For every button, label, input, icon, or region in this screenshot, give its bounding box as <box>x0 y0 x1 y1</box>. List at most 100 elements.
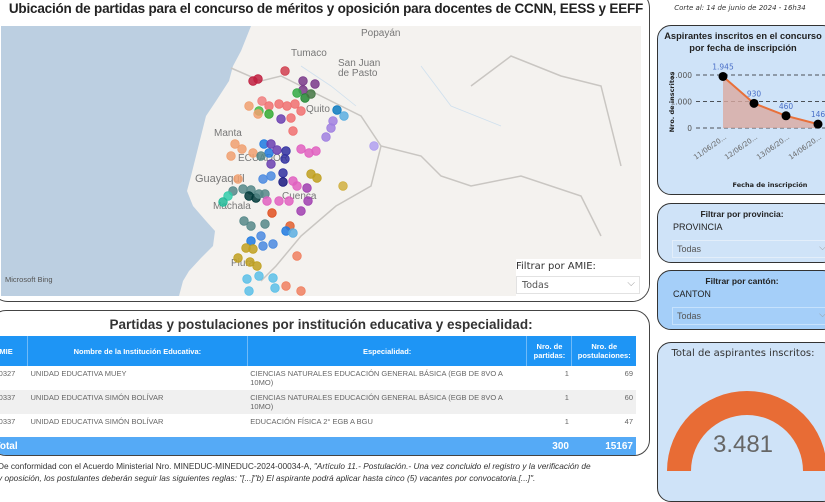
map-marker[interactable] <box>244 101 254 111</box>
canton-dropdown[interactable]: Todas ⌵ <box>672 307 825 325</box>
map-marker[interactable] <box>248 148 258 158</box>
col-amie[interactable]: AMIE <box>0 336 28 366</box>
amie-dropdown[interactable]: Todas ⌵ <box>516 276 640 294</box>
map-marker[interactable] <box>274 196 284 206</box>
map-marker[interactable] <box>260 219 270 229</box>
map-marker[interactable] <box>239 216 249 226</box>
map-marker[interactable] <box>223 191 233 201</box>
map-marker[interactable] <box>288 228 298 238</box>
map-marker[interactable] <box>276 114 286 124</box>
col-institucion[interactable]: Nombre de la Institución Educativa: <box>26 336 248 366</box>
col-especialidad[interactable]: Especialidad: <box>246 336 527 366</box>
map-marker[interactable] <box>282 101 292 111</box>
map-marker[interactable] <box>264 148 274 158</box>
map-marker[interactable] <box>280 154 290 164</box>
map-marker[interactable] <box>280 66 290 76</box>
map-marker[interactable] <box>258 174 268 184</box>
map-marker[interactable] <box>278 168 288 178</box>
map-marker[interactable] <box>253 74 263 84</box>
map-marker[interactable] <box>238 184 248 194</box>
map-marker[interactable] <box>230 139 240 149</box>
map-marker[interactable] <box>233 253 243 263</box>
amie-dropdown-value: Todas <box>522 280 549 291</box>
map-marker[interactable] <box>321 132 331 142</box>
map-marker[interactable] <box>233 174 243 184</box>
map-marker[interactable] <box>369 141 379 151</box>
map-marker[interactable] <box>268 273 278 283</box>
map-marker[interactable] <box>253 109 263 119</box>
map-marker[interactable] <box>264 109 274 119</box>
map-label: Machala <box>213 201 251 212</box>
map-marker[interactable] <box>278 177 288 187</box>
gauge-value: 3.481 <box>712 431 774 458</box>
map-marker[interactable] <box>252 261 262 271</box>
map-marker[interactable] <box>226 151 236 161</box>
map-marker[interactable] <box>258 241 268 251</box>
map-marker[interactable] <box>311 146 321 156</box>
map-marker[interactable] <box>296 106 306 116</box>
cell-amie: 00327 <box>0 369 16 378</box>
map-marker[interactable] <box>338 181 348 191</box>
map-marker[interactable] <box>296 206 306 216</box>
registrations-chart[interactable]: 0 1.000 2.000 1.945 11/06/20... 930 12/06/20..… <box>658 26 825 196</box>
table-row[interactable]: 00337 UNIDAD EDUCATIVA SIMÓN BOLÍVAR CIE… <box>0 390 636 414</box>
map-marker[interactable] <box>281 281 291 291</box>
map-marker[interactable] <box>292 251 302 261</box>
map-marker[interactable] <box>246 221 256 231</box>
map-marker[interactable] <box>248 244 258 254</box>
map-marker[interactable] <box>288 126 298 136</box>
data-point[interactable] <box>781 111 791 121</box>
chevron-down-icon: ⌵ <box>819 242 825 252</box>
map-marker[interactable] <box>218 197 228 207</box>
map-marker[interactable] <box>310 79 320 89</box>
map-marker[interactable] <box>244 286 254 296</box>
col-postulaciones[interactable]: Nro. de postulaciones: <box>571 336 636 366</box>
map-marker[interactable] <box>292 88 302 98</box>
map-marker[interactable] <box>339 111 349 121</box>
map-marker[interactable] <box>257 96 267 106</box>
table-row[interactable]: 00327 UNIDAD EDUCATIVA MUEY CIENCIAS NAT… <box>0 366 636 390</box>
table-row[interactable]: 00337 UNIDAD EDUCATIVA SIMÓN BOLÍVAR EDU… <box>0 414 636 437</box>
map-marker[interactable] <box>264 101 274 111</box>
map-marker[interactable] <box>266 139 276 149</box>
map-marker[interactable] <box>326 123 336 133</box>
map-marker[interactable] <box>303 196 313 206</box>
map-marker[interactable] <box>302 183 312 193</box>
map-marker[interactable] <box>306 89 316 99</box>
data-point[interactable] <box>718 71 728 81</box>
map-marker[interactable] <box>292 181 302 191</box>
map-marker[interactable] <box>268 239 278 249</box>
data-point[interactable] <box>749 98 759 108</box>
map-marker[interactable] <box>270 283 280 293</box>
map-marker[interactable] <box>245 257 255 267</box>
map-marker[interactable] <box>262 196 272 206</box>
map-marker[interactable] <box>312 173 322 183</box>
map-marker[interactable] <box>286 113 296 123</box>
map-marker[interactable] <box>332 105 342 115</box>
map-marker[interactable] <box>256 151 266 161</box>
map-marker[interactable] <box>266 171 276 181</box>
map-marker[interactable] <box>298 76 308 86</box>
map-label: San Juan <box>338 58 380 69</box>
map-marker[interactable] <box>272 145 282 155</box>
map-marker[interactable] <box>266 159 276 169</box>
data-point[interactable] <box>813 119 823 129</box>
cell-postulaciones: 47 <box>624 417 633 426</box>
map-marker[interactable] <box>290 99 300 109</box>
map-marker[interactable] <box>274 99 284 109</box>
x-tick-label: 11/06/20... <box>692 133 728 161</box>
map-label: Guayaquil <box>195 173 245 185</box>
map-marker[interactable] <box>256 231 266 241</box>
map-marker[interactable] <box>296 286 306 296</box>
map-marker[interactable] <box>296 144 306 154</box>
map-marker[interactable] <box>254 271 264 281</box>
map-marker[interactable] <box>267 208 277 218</box>
province-dropdown[interactable]: Todas ⌵ <box>672 240 825 258</box>
map-marker[interactable] <box>281 146 291 156</box>
map-marker[interactable] <box>237 144 247 154</box>
province-field-label: PROVINCIA <box>673 222 723 232</box>
map-marker[interactable] <box>284 196 294 206</box>
map-marker[interactable] <box>242 274 252 284</box>
col-partidas[interactable]: Nro. de partidas: <box>526 336 572 366</box>
